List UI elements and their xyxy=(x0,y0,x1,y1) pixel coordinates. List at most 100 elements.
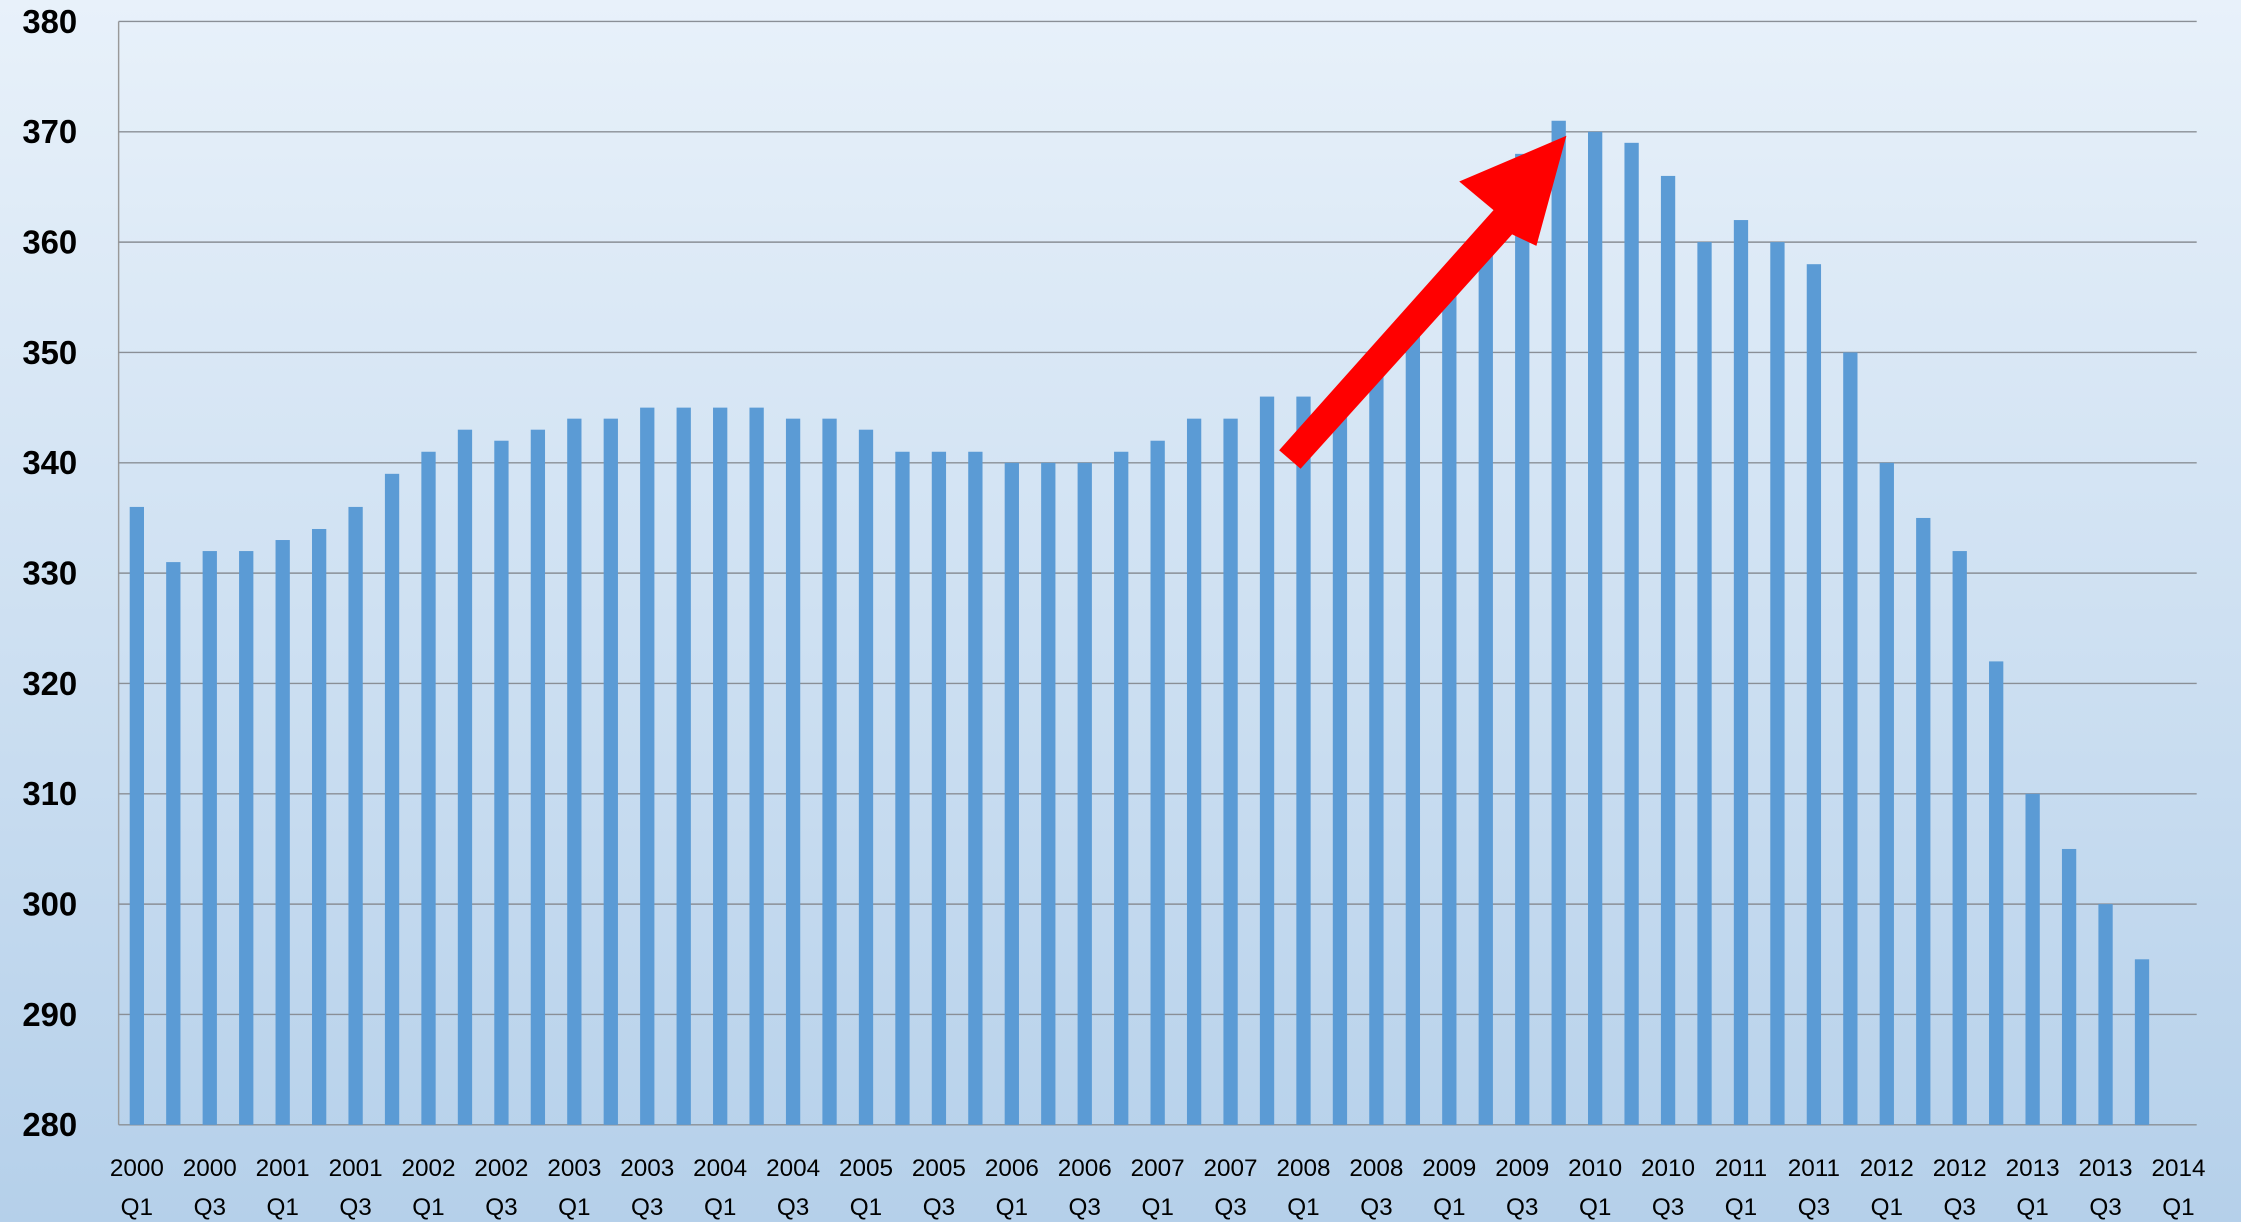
x-tick-year: 2004 xyxy=(766,1155,820,1182)
x-tick-label: 2007 Q3 xyxy=(1204,1155,1258,1221)
x-tick-year: 2012 xyxy=(1860,1155,1914,1182)
x-tick-year: 2010 xyxy=(1568,1155,1622,1182)
x-tick-quarter: Q3 xyxy=(1360,1194,1392,1221)
x-tick-quarter: Q1 xyxy=(1287,1194,1319,1221)
x-tick-year: 2014 xyxy=(2151,1155,2205,1182)
bar xyxy=(1186,418,1202,1125)
x-tick-year: 2013 xyxy=(2006,1155,2060,1182)
x-tick-quarter: Q3 xyxy=(1214,1194,1246,1221)
x-tick-quarter: Q1 xyxy=(1579,1194,1611,1221)
x-tick-year: 2006 xyxy=(1058,1155,1112,1182)
bar xyxy=(1114,451,1129,1125)
y-tick-label: 380 xyxy=(22,3,77,40)
bar xyxy=(1806,264,1822,1125)
x-tick-quarter: Q3 xyxy=(923,1194,955,1221)
x-tick-quarter: Q1 xyxy=(996,1194,1028,1221)
x-tick-label: 2001 Q3 xyxy=(329,1155,383,1221)
x-tick-quarter: Q3 xyxy=(1944,1194,1976,1221)
x-tick-label: 2000 Q1 xyxy=(110,1155,164,1221)
bar xyxy=(348,506,363,1125)
x-tick-label: 2012 Q1 xyxy=(1860,1155,1914,1221)
x-tick-year: 2001 xyxy=(256,1155,310,1182)
bar xyxy=(895,451,910,1125)
x-tick-quarter: Q1 xyxy=(2016,1194,2048,1221)
x-tick-quarter: Q3 xyxy=(194,1194,226,1221)
x-tick-year: 2002 xyxy=(401,1155,455,1182)
bar xyxy=(1041,462,1056,1125)
x-tick-quarter: Q3 xyxy=(2089,1194,2121,1221)
x-tick-label: 2003 Q3 xyxy=(620,1155,674,1221)
bar xyxy=(202,551,217,1125)
bar xyxy=(1989,661,2004,1125)
x-tick-year: 2000 xyxy=(183,1155,237,1182)
x-tick-quarter: Q3 xyxy=(339,1194,371,1221)
bar xyxy=(2061,848,2077,1125)
bar xyxy=(785,418,801,1125)
x-tick-label: 2010 Q1 xyxy=(1568,1155,1622,1221)
bar xyxy=(1770,242,1785,1125)
y-tick-label: 350 xyxy=(22,334,77,371)
x-tick-quarter: Q3 xyxy=(1652,1194,1684,1221)
bar xyxy=(1551,120,1566,1125)
bar xyxy=(1624,142,1639,1125)
bar xyxy=(1515,153,1530,1125)
bar xyxy=(384,473,400,1125)
x-tick-label: 2004 Q3 xyxy=(766,1155,820,1221)
bar xyxy=(749,407,764,1125)
x-tick-label: 2005 Q3 xyxy=(912,1155,966,1221)
x-tick-year: 2005 xyxy=(912,1155,966,1182)
bar xyxy=(1879,462,1894,1125)
bar xyxy=(2134,959,2150,1125)
bar xyxy=(421,451,436,1125)
bar xyxy=(822,418,837,1125)
x-tick-year: 2013 xyxy=(2079,1155,2133,1182)
y-tick-label: 310 xyxy=(22,775,77,812)
x-tick-quarter: Q3 xyxy=(777,1194,809,1221)
x-tick-label: 2001 Q1 xyxy=(256,1155,310,1221)
x-tick-year: 2007 xyxy=(1131,1155,1185,1182)
x-tick-year: 2002 xyxy=(474,1155,528,1182)
y-tick-label: 330 xyxy=(22,555,77,592)
x-tick-label: 2008 Q3 xyxy=(1349,1155,1403,1221)
x-tick-quarter: Q1 xyxy=(1433,1194,1465,1221)
x-tick-label: 2011 Q1 xyxy=(1715,1155,1767,1221)
bar xyxy=(931,451,947,1125)
x-tick-year: 2000 xyxy=(110,1155,164,1182)
bar xyxy=(858,429,874,1125)
x-tick-label: 2010 Q3 xyxy=(1641,1155,1695,1221)
x-tick-year: 2009 xyxy=(1495,1155,1549,1182)
bar xyxy=(530,429,546,1125)
x-tick-year: 2005 xyxy=(839,1155,893,1182)
y-tick-label: 290 xyxy=(22,996,77,1033)
x-tick-quarter: Q3 xyxy=(1506,1194,1538,1221)
x-tick-quarter: Q3 xyxy=(1069,1194,1101,1221)
bar xyxy=(1733,220,1749,1125)
x-tick-label: 2012 Q3 xyxy=(1933,1155,1987,1221)
x-tick-year: 2010 xyxy=(1641,1155,1695,1182)
bar xyxy=(1077,462,1092,1125)
bar xyxy=(1916,517,1931,1125)
y-tick-label: 340 xyxy=(22,444,77,481)
x-tick-label: 2009 Q1 xyxy=(1422,1155,1476,1221)
bar xyxy=(640,407,655,1125)
x-tick-year: 2001 xyxy=(329,1155,383,1182)
x-tick-year: 2011 xyxy=(1788,1155,1840,1182)
bar xyxy=(1004,462,1019,1125)
x-tick-quarter: Q1 xyxy=(1725,1194,1757,1221)
y-tick-label: 320 xyxy=(22,665,77,702)
bar xyxy=(713,407,728,1125)
x-tick-label: 2014 Q1 xyxy=(2151,1155,2205,1221)
x-tick-year: 2004 xyxy=(693,1155,747,1182)
x-tick-label: 2002 Q3 xyxy=(474,1155,528,1221)
bar xyxy=(603,418,618,1125)
x-tick-label: 2011 Q3 xyxy=(1788,1155,1840,1221)
x-tick-label: 2006 Q3 xyxy=(1058,1155,1112,1221)
bar xyxy=(1660,175,1676,1125)
bar xyxy=(1478,242,1493,1125)
x-tick-label: 2013 Q3 xyxy=(2079,1155,2133,1221)
x-tick-quarter: Q1 xyxy=(412,1194,444,1221)
y-tick-label: 280 xyxy=(22,1106,77,1143)
x-tick-label: 2007 Q1 xyxy=(1131,1155,1185,1221)
x-tick-quarter: Q1 xyxy=(558,1194,590,1221)
